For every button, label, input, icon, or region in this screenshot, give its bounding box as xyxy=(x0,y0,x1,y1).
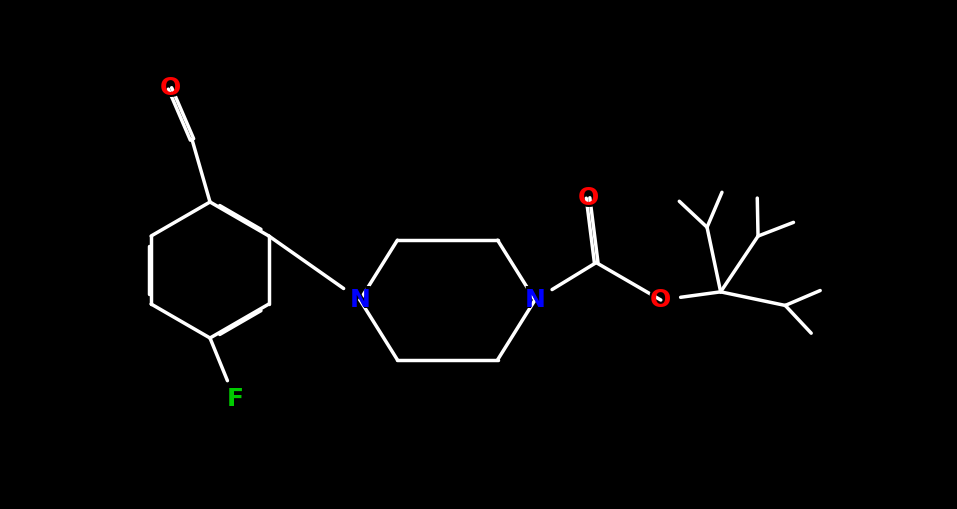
Text: N: N xyxy=(349,288,370,312)
Text: O: O xyxy=(157,74,183,103)
Text: O: O xyxy=(575,184,601,212)
Text: F: F xyxy=(225,385,245,414)
Text: O: O xyxy=(577,186,599,210)
Text: F: F xyxy=(227,387,243,411)
Text: O: O xyxy=(160,76,181,100)
Text: N: N xyxy=(523,286,547,315)
Text: O: O xyxy=(650,288,672,312)
Text: O: O xyxy=(648,286,674,315)
Text: N: N xyxy=(524,288,545,312)
Text: N: N xyxy=(347,286,372,315)
